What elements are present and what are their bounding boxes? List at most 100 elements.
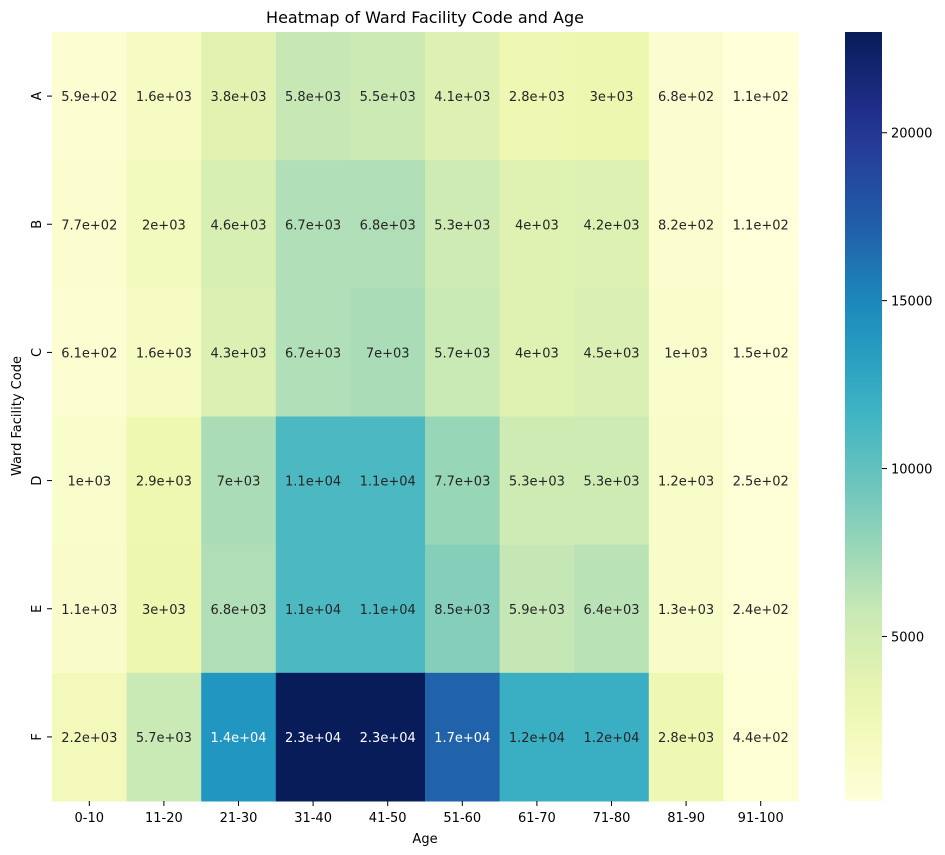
cell-value-label: 2.5e+02 <box>733 475 789 490</box>
y-axis-label: Ward Facility Code <box>10 356 25 476</box>
cell-value-label: 6.8e+03 <box>360 218 416 233</box>
cell-value-label: 1.1e+04 <box>360 475 416 490</box>
heatmap-cell <box>574 160 650 289</box>
x-tick-label: 51-60 <box>443 811 481 826</box>
heatmap-cell <box>499 32 575 161</box>
heatmap-cell <box>350 160 426 289</box>
cell-value-label: 5.7e+03 <box>136 731 192 746</box>
heatmap-cell <box>425 288 501 417</box>
heatmap-cell <box>425 672 501 802</box>
heatmap-cell <box>499 160 575 289</box>
cell-value-label: 5.9e+02 <box>61 90 117 105</box>
heatmap-cell <box>350 544 426 674</box>
heatmap-cell <box>275 288 351 417</box>
heatmap-cell <box>648 672 724 802</box>
y-tick-label: D <box>30 476 45 486</box>
y-tick-label: C <box>30 348 45 357</box>
heatmap-cell <box>499 672 575 802</box>
cell-value-label: 8.5e+03 <box>434 603 490 618</box>
cell-value-label: 5.9e+03 <box>509 603 565 618</box>
cell-value-label: 4e+03 <box>515 346 559 361</box>
cell-value-label: 1.4e+04 <box>210 731 266 746</box>
heatmap-cell <box>275 416 351 546</box>
y-tick-label: B <box>30 220 45 229</box>
chart-title: Heatmap of Ward Facility Code and Age <box>266 8 584 27</box>
cell-value-label: 1.2e+04 <box>583 731 639 746</box>
heatmap-cell <box>425 544 501 674</box>
cell-value-label: 1e+03 <box>67 475 111 490</box>
heatmap-cell <box>499 416 575 546</box>
cell-value-label: 6.8e+02 <box>658 90 714 105</box>
colorbar-gradient <box>845 32 882 801</box>
cell-value-label: 5.3e+03 <box>509 475 565 490</box>
heatmap-cell <box>52 416 128 546</box>
heatmap-cell <box>52 32 128 161</box>
heatmap-cell <box>648 32 724 161</box>
heatmap-cell <box>275 672 351 802</box>
cell-value-label: 1.3e+03 <box>658 603 714 618</box>
cell-value-label: 2.8e+03 <box>658 731 714 746</box>
x-tick-label: 41-50 <box>369 811 407 826</box>
heatmap-cell <box>52 672 128 802</box>
x-tick-label: 31-40 <box>294 811 332 826</box>
cell-value-label: 8.2e+02 <box>658 218 714 233</box>
heatmap-cell <box>52 288 128 417</box>
heatmap-cell-labels: 5.9e+02 1.6e+03 3.8e+03 5.8e+03 5.5e+03 4.1e+… <box>61 90 789 746</box>
cell-value-label: 1.2e+03 <box>658 475 714 490</box>
cell-value-label: 6.7e+03 <box>285 218 341 233</box>
cell-value-label: 4.3e+03 <box>210 346 266 361</box>
y-tick-label: F <box>30 733 45 740</box>
heatmap-cell <box>574 288 650 417</box>
heatmap-cell <box>425 32 501 161</box>
heatmap-cell <box>275 32 351 161</box>
cell-value-label: 5.7e+03 <box>434 346 490 361</box>
heatmap-cell <box>723 544 799 674</box>
heatmap-cell <box>126 160 202 289</box>
heatmap-cell <box>723 672 799 802</box>
colorbar-tick-label: 10000 <box>891 463 932 478</box>
cell-value-label: 3e+03 <box>590 90 634 105</box>
x-tick-label: 91-100 <box>738 811 784 826</box>
heatmap-cell <box>425 160 501 289</box>
cell-value-label: 1.1e+04 <box>285 475 341 490</box>
heatmap-cell <box>201 416 277 546</box>
heatmap-cell <box>350 416 426 546</box>
cell-value-label: 1.1e+04 <box>360 603 416 618</box>
cell-value-label: 2.2e+03 <box>61 731 117 746</box>
y-tick-label: A <box>30 92 45 101</box>
x-tick-label: 71-80 <box>593 811 631 826</box>
colorbar-tick-label: 15000 <box>891 295 932 310</box>
cell-value-label: 2.3e+04 <box>360 731 416 746</box>
heatmap-cell <box>574 672 650 802</box>
y-axis: A B C D E F <box>30 92 52 741</box>
cell-value-label: 5.5e+03 <box>360 90 416 105</box>
heatmap-cell <box>574 32 650 161</box>
heatmap-cell <box>52 544 128 674</box>
heatmap-cell <box>574 416 650 546</box>
cell-value-label: 6.7e+03 <box>285 346 341 361</box>
cell-value-label: 4.5e+03 <box>583 346 639 361</box>
heatmap-cell <box>275 160 351 289</box>
cell-value-label: 1e+03 <box>664 346 708 361</box>
heatmap-cell <box>723 416 799 546</box>
heatmap-cells <box>52 32 799 802</box>
x-tick-label: 11-20 <box>145 811 183 826</box>
heatmap-cell <box>648 416 724 546</box>
heatmap-cell <box>126 32 202 161</box>
colorbar-tick-label: 20000 <box>891 127 932 142</box>
x-axis-label: Age <box>412 832 437 847</box>
cell-value-label: 3.8e+03 <box>210 90 266 105</box>
cell-value-label: 1.1e+03 <box>61 603 117 618</box>
heatmap-cell <box>350 672 426 802</box>
cell-value-label: 2e+03 <box>142 218 186 233</box>
heatmap-cell <box>275 544 351 674</box>
cell-value-label: 2.3e+04 <box>285 731 341 746</box>
heatmap-cell <box>425 416 501 546</box>
heatmap-cell <box>201 544 277 674</box>
x-tick-label: 21-30 <box>220 811 258 826</box>
cell-value-label: 1.1e+04 <box>285 603 341 618</box>
cell-value-label: 4.2e+03 <box>583 218 639 233</box>
heatmap-cell <box>126 416 202 546</box>
cell-value-label: 1.2e+04 <box>509 731 565 746</box>
